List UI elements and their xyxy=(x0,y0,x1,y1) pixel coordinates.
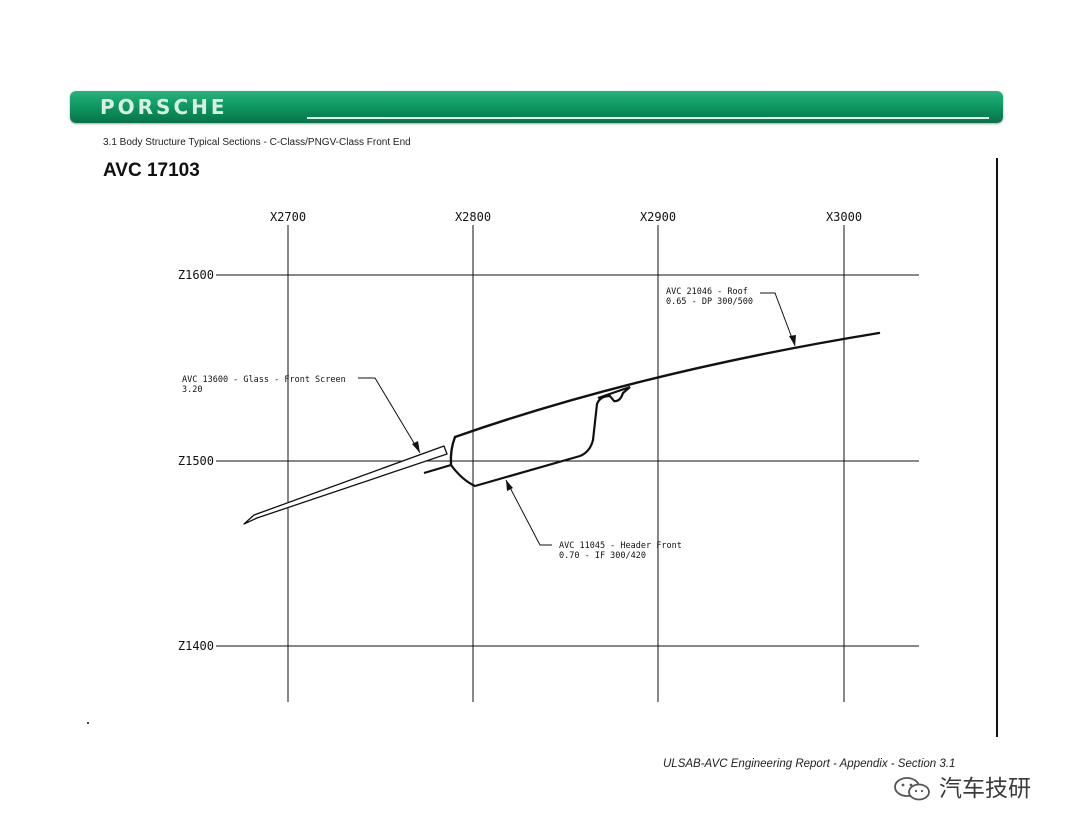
callout-roof-line1: AVC 21046 - Roof xyxy=(666,287,748,297)
header-leader xyxy=(505,479,552,546)
grid-lines xyxy=(216,225,919,702)
page-dot xyxy=(87,722,89,724)
brand-banner: PORSCHE xyxy=(70,91,1003,123)
section-caption: 3.1 Body Structure Typical Sections - C-… xyxy=(103,137,411,148)
callouts: AVC 21046 - Roof 0.65 - DP 300/500 AVC 1… xyxy=(182,287,753,561)
leader-lines xyxy=(358,292,796,546)
callout-header-line1: AVC 11045 - Header Front xyxy=(559,541,682,551)
z-label-z1400: Z1400 xyxy=(178,639,214,653)
brand-wordmark: PORSCHE xyxy=(100,95,228,119)
report-footer: ULSAB-AVC Engineering Report - Appendix … xyxy=(663,758,956,770)
page-border-line xyxy=(996,158,998,737)
watermark: 汽车技研 xyxy=(893,773,1053,803)
roof-leader xyxy=(760,292,796,347)
x-label-x3000: X3000 xyxy=(826,210,862,224)
header-front-panel xyxy=(423,385,631,488)
glass-leader xyxy=(358,377,421,454)
wechat-icon xyxy=(894,777,930,801)
callout-glass-line2: 3.20 xyxy=(182,385,202,395)
watermark-text: 汽车技研 xyxy=(939,775,1031,801)
front-screen-glass xyxy=(243,445,448,525)
callout-glass-line1: AVC 13600 - Glass - Front Screen xyxy=(182,375,346,385)
z-label-z1500: Z1500 xyxy=(178,454,214,468)
grid-labels: X2700 X2800 X2900 X3000 Z1600 Z1500 Z140… xyxy=(178,210,862,653)
z-label-z1600: Z1600 xyxy=(178,268,214,282)
x-label-x2900: X2900 xyxy=(640,210,676,224)
callout-header-line2: 0.70 - IF 300/420 xyxy=(559,551,646,561)
banner-rule xyxy=(307,117,989,119)
roof-panel xyxy=(449,331,881,467)
page-title: AVC 17103 xyxy=(103,160,200,181)
x-label-x2800: X2800 xyxy=(455,210,491,224)
leader-arrowheads xyxy=(412,335,796,491)
callout-roof-line2: 0.65 - DP 300/500 xyxy=(666,297,753,307)
x-label-x2700: X2700 xyxy=(270,210,306,224)
